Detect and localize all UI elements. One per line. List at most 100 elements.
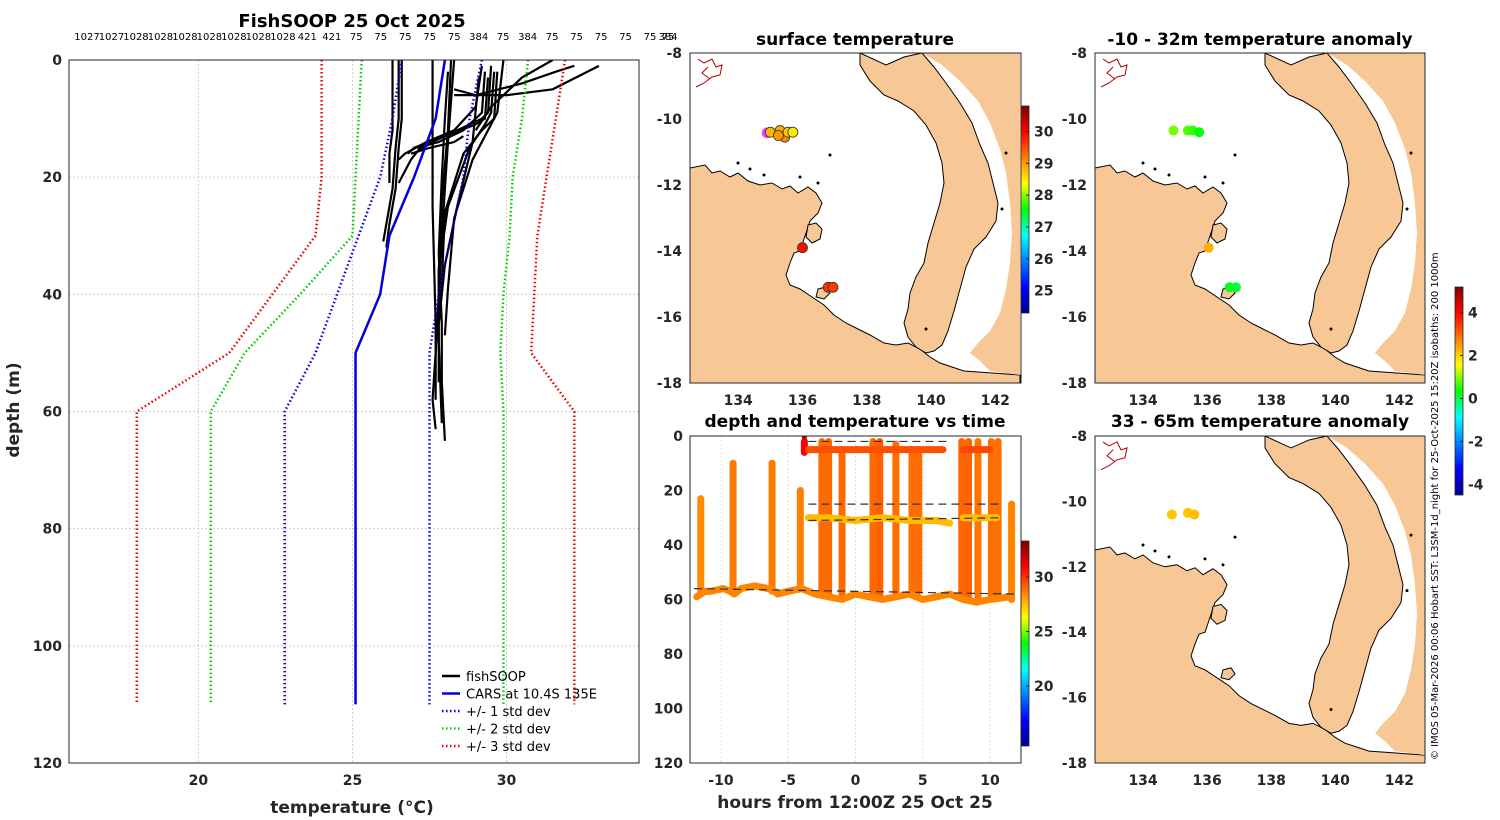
- profile-top-label: 421: [298, 32, 317, 43]
- fishsoop-profile: [407, 77, 490, 155]
- fishsoop-profile: [413, 65, 493, 155]
- anom-shallow-land: [1095, 53, 1425, 383]
- profile-top-label: 1028: [172, 32, 197, 43]
- depth-time-title: depth and temperature vs time: [705, 412, 1006, 432]
- map-ytick: -8: [1071, 429, 1087, 445]
- profile-chart: FishSOOP 25 Oct 2025 1027 1027 1028 1028 102…: [4, 11, 678, 818]
- map-point: [797, 242, 808, 254]
- sst-map: surface temperature 134 136 138 140 142 -8 -10…: [657, 30, 1054, 409]
- profile-top-label: 75: [662, 32, 675, 43]
- map-xtick: 134: [1128, 393, 1157, 409]
- profile-top-label: 75: [497, 32, 510, 43]
- map-ytick: -16: [1062, 310, 1087, 326]
- map-point: [1203, 242, 1214, 253]
- profile-axes-box: [68, 59, 640, 764]
- fishsoop-profile: [388, 60, 394, 184]
- map-xtick: 134: [1128, 773, 1157, 789]
- map-xtick: 134: [724, 393, 753, 409]
- map-xtick: 136: [1193, 393, 1222, 409]
- profile-top-label: 384: [658, 32, 677, 43]
- map-point: [1168, 125, 1179, 136]
- profile-ytick: 120: [33, 756, 62, 772]
- profile-ytick: 0: [52, 53, 62, 69]
- bottom-depth-line: [694, 588, 1017, 595]
- map-xtick: 138: [1257, 393, 1286, 409]
- profile-top-label: 75: [350, 32, 363, 43]
- map-point: [772, 130, 784, 141]
- cars-line--2-std: [209, 60, 363, 705]
- profile-top-label: 384: [469, 32, 488, 43]
- map-xtick: 138: [852, 393, 881, 409]
- sst-colorbar: [1020, 105, 1030, 314]
- profile-top-label: 1028: [246, 32, 271, 43]
- profile-top-label: 75: [374, 32, 387, 43]
- profile-top-label: 1028: [148, 32, 173, 43]
- profile-top-labels: 1027 1027 1028 1028 1028 1028 1028 1028 1028 421 4…: [74, 32, 677, 43]
- depth-time-ytick: 0: [673, 429, 683, 445]
- anom-colorbar-tick: -2: [1468, 434, 1484, 450]
- sst-colorbar-tick: 28: [1034, 188, 1053, 204]
- anom-shallow-title: -10 - 32m temperature anomaly: [1107, 30, 1412, 50]
- profile-top-label: 421: [322, 32, 341, 43]
- profile-ytick: 60: [43, 405, 63, 421]
- map-ytick: -14: [1062, 244, 1088, 260]
- map-xtick: 140: [1321, 773, 1350, 789]
- map-point: [827, 281, 839, 293]
- depth-time-colorbar-tick: 30: [1034, 570, 1054, 586]
- profile-ytick: 20: [43, 170, 63, 186]
- fishsoop-profile: [431, 60, 437, 400]
- map-point: [1166, 509, 1177, 520]
- profile-top-label: 75: [595, 32, 608, 43]
- fishsoop-profile: [437, 60, 453, 424]
- profile-ylabel: depth (m): [4, 362, 24, 457]
- sst-colorbar-tick: 27: [1034, 220, 1053, 236]
- anom-deep-title: 33 - 65m temperature anomaly: [1111, 412, 1409, 432]
- map-ytick: -10: [657, 112, 683, 128]
- fishsoop-profile: [474, 60, 554, 131]
- map-xtick: 136: [788, 393, 817, 409]
- depth-time-colorbar-tick: 20: [1034, 679, 1054, 695]
- sst-colorbar-tick: 30: [1034, 124, 1054, 140]
- anom-colorbar-tick: 0: [1468, 392, 1478, 408]
- depth-time-ytick: 120: [654, 756, 683, 772]
- anom-deep-land: [1095, 436, 1425, 763]
- profile-top-label: 1028: [197, 32, 222, 43]
- cars-line--1-std: [428, 60, 484, 705]
- legend-entry: fishSOOP: [466, 670, 526, 685]
- depth-time-ytick: 40: [664, 538, 684, 554]
- sst-colorbar-tick: 26: [1034, 252, 1053, 268]
- map-point: [1194, 127, 1205, 138]
- map-xtick: 142: [981, 393, 1010, 409]
- profile-top-label: 1027: [74, 32, 99, 43]
- map-ytick: -14: [657, 244, 683, 260]
- legend-entry: CARS at 10.4S 135E: [466, 688, 597, 703]
- anom-colorbar: [1454, 286, 1464, 496]
- depth-time-ytick: 60: [664, 593, 684, 609]
- depth-time-xtick: 5: [918, 773, 928, 789]
- profile-top-label: 75: [448, 32, 461, 43]
- profile-xtick: 30: [497, 773, 517, 789]
- map-xtick: 142: [1385, 393, 1414, 409]
- cars-line--2-std: [499, 60, 530, 705]
- anom-colorbar-tick: 2: [1468, 349, 1478, 365]
- fishsoop-profile: [385, 60, 403, 248]
- map-ytick: -18: [657, 376, 682, 392]
- map-ytick: -10: [1062, 112, 1088, 128]
- depth-time-xlabel: hours from 12:00Z 25 Oct 25: [717, 793, 993, 813]
- profile-ytick: 80: [43, 522, 63, 538]
- sst-colorbar-tick: 25: [1034, 284, 1053, 300]
- map-point: [1230, 282, 1241, 293]
- max-temp-point: [801, 436, 807, 440]
- cars-line--3-std: [135, 60, 323, 705]
- map-ytick: -14: [1062, 625, 1088, 641]
- profile-xtick: 25: [343, 773, 362, 789]
- anom-shallow-axes-box: [1094, 52, 1426, 384]
- map-xtick: 140: [1321, 393, 1350, 409]
- profile-legend: fishSOOP CARS at 10.4S 135E +/- 1 std dev +…: [442, 670, 597, 755]
- depth-time-xtick: 0: [851, 773, 861, 789]
- profile-top-label: 75: [423, 32, 436, 43]
- map-xtick: 142: [1385, 773, 1414, 789]
- profile-top-label: 75: [399, 32, 412, 43]
- anom-deep-map: 33 - 65m temperature anomaly 134 136 138 14…: [1062, 412, 1426, 789]
- bottom-depth-line: [808, 517, 1004, 522]
